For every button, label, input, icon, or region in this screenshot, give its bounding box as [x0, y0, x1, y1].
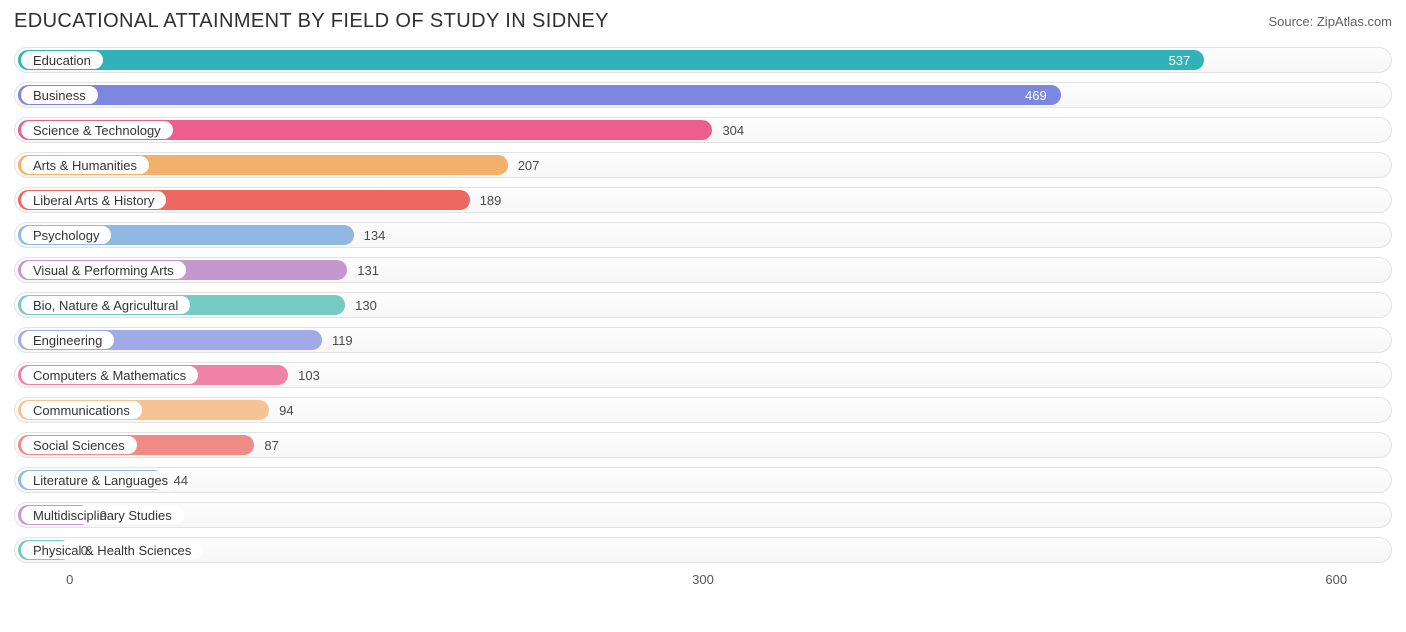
bar-row: Visual & Performing Arts 131 [14, 257, 1392, 283]
bar-value: 304 [716, 118, 750, 142]
bar-value: 131 [351, 258, 385, 282]
bar-row: Arts & Humanities 207 [14, 152, 1392, 178]
bar-label: Psychology [21, 226, 111, 244]
bar-row: Social Sciences 87 [14, 432, 1392, 458]
bar-label: Social Sciences [21, 436, 137, 454]
bar-label: Physical & Health Sciences [21, 541, 203, 559]
bar-label: Bio, Nature & Agricultural [21, 296, 190, 314]
bar-row: Business 469 [14, 82, 1392, 108]
bar-row: Education 537 [14, 47, 1392, 73]
bar-label: Science & Technology [21, 121, 173, 139]
bar-label: Education [21, 51, 103, 69]
bar-value: 469 [1019, 83, 1053, 107]
bar-value: 207 [512, 153, 546, 177]
x-axis-tick: 0 [66, 572, 73, 587]
bar-value: 44 [168, 468, 194, 492]
chart-title: EDUCATIONAL ATTAINMENT BY FIELD OF STUDY… [14, 10, 609, 33]
bar-label: Computers & Mathematics [21, 366, 198, 384]
chart-container: EDUCATIONAL ATTAINMENT BY FIELD OF STUDY… [0, 0, 1406, 632]
bar-row: Communications 94 [14, 397, 1392, 423]
bar-row: Psychology 134 [14, 222, 1392, 248]
bar-row: Bio, Nature & Agricultural 130 [14, 292, 1392, 318]
x-axis: 0 300 600 [14, 572, 1392, 592]
bar-value: 103 [292, 363, 326, 387]
bar-value: 9 [94, 503, 113, 527]
chart-source: Source: ZipAtlas.com [1268, 14, 1392, 29]
header-row: EDUCATIONAL ATTAINMENT BY FIELD OF STUDY… [14, 10, 1392, 33]
bar-row: Liberal Arts & History 189 [14, 187, 1392, 213]
bar-row: Science & Technology 304 [14, 117, 1392, 143]
bar-value: 189 [474, 188, 508, 212]
bar-row: Engineering 119 [14, 327, 1392, 353]
bar-row: Computers & Mathematics 103 [14, 362, 1392, 388]
bar-value: 130 [349, 293, 383, 317]
bar-value: 134 [358, 223, 392, 247]
bar-value: 0 [75, 538, 94, 562]
bar-row: Literature & Languages44 [14, 467, 1392, 493]
bar-value: 537 [1163, 48, 1197, 72]
bar-label: Communications [21, 401, 142, 419]
bars-area: Education 537 Business 469 Science & Technol… [14, 47, 1392, 563]
bar-row: Multidisciplinary Studies9 [14, 502, 1392, 528]
bar-value: 87 [258, 433, 284, 457]
bar-fill [18, 50, 1204, 70]
x-axis-tick: 600 [1325, 572, 1347, 587]
bar-row: Physical & Health Sciences0 [14, 537, 1392, 563]
bar-label: Arts & Humanities [21, 156, 149, 174]
bar-label: Engineering [21, 331, 114, 349]
bar-value: 119 [326, 328, 359, 352]
bar-fill [18, 85, 1061, 105]
x-axis-tick: 300 [692, 572, 714, 587]
bar-value: 94 [273, 398, 299, 422]
bar-label: Literature & Languages [21, 471, 180, 489]
bar-label: Liberal Arts & History [21, 191, 166, 209]
bar-label: Visual & Performing Arts [21, 261, 186, 279]
bar-label: Business [21, 86, 98, 104]
